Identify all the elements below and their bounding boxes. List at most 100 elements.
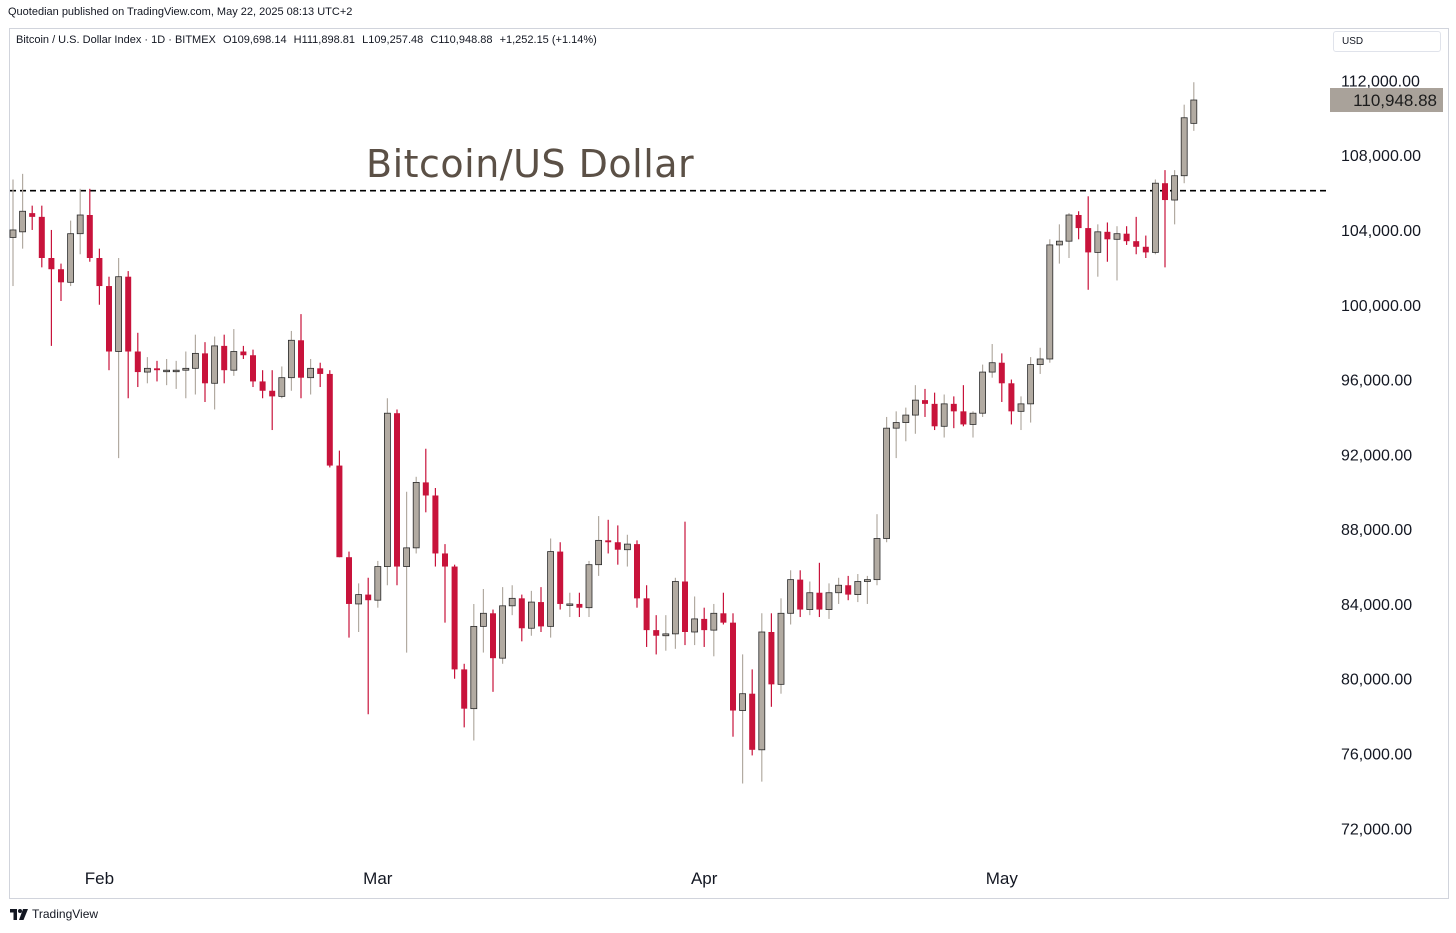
x-tick-label: Feb xyxy=(85,869,114,888)
candle-body-down xyxy=(950,403,957,412)
candle xyxy=(691,596,698,646)
candle xyxy=(336,450,343,558)
candle xyxy=(1085,196,1092,290)
candle xyxy=(854,574,862,603)
candle xyxy=(230,329,238,376)
candle-body-up xyxy=(1046,244,1054,360)
candle-body-up xyxy=(585,564,593,609)
candle xyxy=(720,592,727,625)
x-axis: Feb Mar Apr May xyxy=(85,869,1019,888)
candle-body-up xyxy=(1036,358,1044,365)
candle-body-down xyxy=(240,351,247,356)
candle-body-down xyxy=(461,669,468,709)
candle xyxy=(902,407,910,442)
candle xyxy=(662,615,670,651)
candle xyxy=(768,613,775,707)
last-price-marker: 110,948.88 xyxy=(1330,88,1443,113)
candle-body-down xyxy=(1142,246,1149,253)
candle-body-up xyxy=(1190,99,1198,124)
candle-body-down xyxy=(422,482,429,496)
candle xyxy=(115,258,122,459)
candle-body-down xyxy=(221,345,228,371)
candle xyxy=(547,538,554,638)
candle-body-up xyxy=(19,210,27,233)
candle xyxy=(653,615,660,655)
candle-body-down xyxy=(96,258,103,287)
candle xyxy=(326,370,333,468)
candle-body-down xyxy=(317,368,324,374)
tradingview-brand: TradingView xyxy=(32,907,99,921)
candle-body-up xyxy=(624,543,631,551)
candle xyxy=(287,330,295,391)
candle-body-down xyxy=(346,557,352,604)
tradingview-logo-icon xyxy=(10,908,28,920)
candle-body-up xyxy=(1094,231,1102,253)
candle-body-down xyxy=(634,544,640,599)
candle-body-down xyxy=(538,602,544,627)
candle-body-down xyxy=(1162,183,1168,201)
candle xyxy=(422,448,429,513)
open-value: O109,698.14 xyxy=(222,34,287,46)
candle xyxy=(950,396,957,429)
candle-body-down xyxy=(1133,241,1140,247)
candle xyxy=(538,587,544,632)
candle xyxy=(777,598,785,694)
candle-body-up xyxy=(902,414,910,423)
candle-body-up xyxy=(9,229,17,238)
candle xyxy=(48,229,55,346)
candle xyxy=(221,334,228,384)
candle-body-up xyxy=(595,539,602,566)
low-value: L109,257.48 xyxy=(362,34,424,46)
currency-button[interactable]: USD xyxy=(1333,31,1441,52)
candle-body-up xyxy=(172,369,180,373)
candle xyxy=(29,205,36,230)
candle xyxy=(154,360,160,382)
candle xyxy=(749,669,756,756)
candle xyxy=(134,332,141,388)
candle xyxy=(365,577,372,715)
candle xyxy=(490,609,496,692)
candle xyxy=(461,663,468,728)
candle xyxy=(1036,347,1044,374)
candle xyxy=(701,607,708,647)
candle-body-down xyxy=(259,381,266,391)
candle-body-up xyxy=(182,367,190,371)
candle-body-down xyxy=(701,618,708,631)
candle-body-up xyxy=(979,371,986,414)
chart-frame xyxy=(9,28,1449,899)
x-tick-label: May xyxy=(986,869,1019,888)
candle-body-up xyxy=(1056,240,1063,246)
candle xyxy=(787,570,794,625)
candle-body-up xyxy=(892,422,900,429)
candle xyxy=(1075,211,1082,240)
candle xyxy=(383,398,391,586)
candle xyxy=(988,344,996,378)
candle-body-up xyxy=(566,603,574,606)
candle-body-down xyxy=(106,286,112,352)
candle-body-down xyxy=(154,368,160,371)
y-tick-label: 104,000.00 xyxy=(1341,223,1421,240)
candle xyxy=(106,276,112,371)
candle xyxy=(1180,104,1188,184)
candle-body-up xyxy=(479,612,487,627)
candle-body-down xyxy=(518,598,525,629)
candle xyxy=(250,349,256,388)
tradingview-footer[interactable]: TradingView xyxy=(10,907,98,921)
candle-body-down xyxy=(614,542,621,550)
candle xyxy=(922,388,928,417)
last-price-box xyxy=(1330,88,1443,113)
candle-body-down xyxy=(557,551,564,604)
candle-body-down xyxy=(58,269,64,283)
candle-body-down xyxy=(797,579,804,610)
candle xyxy=(202,342,208,402)
candle xyxy=(825,583,833,619)
x-tick-label: Mar xyxy=(363,869,393,888)
high-value: H111,898.81 xyxy=(293,34,356,46)
candle xyxy=(1056,224,1063,264)
symbol-name[interactable]: Bitcoin / U.S. Dollar Index · 1D · BITME… xyxy=(16,34,216,46)
candle xyxy=(211,336,219,410)
chart-annotation-text[interactable]: Bitcoin/US Dollar xyxy=(366,142,695,186)
candle xyxy=(864,575,871,604)
candle xyxy=(278,366,286,399)
